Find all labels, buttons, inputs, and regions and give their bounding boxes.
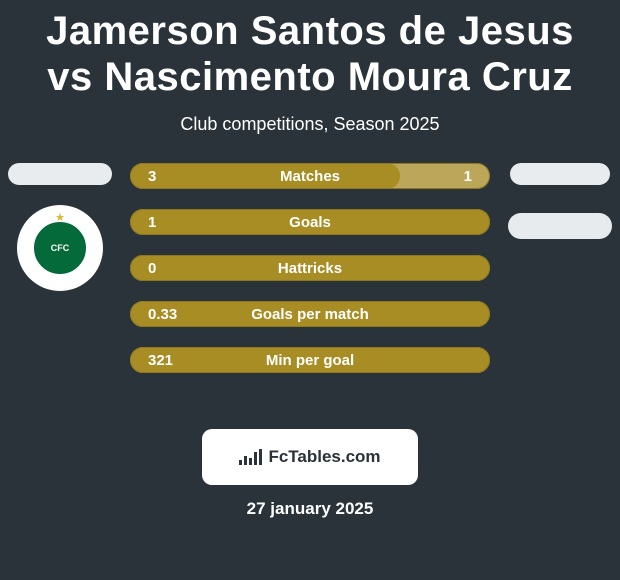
stat-value-left: 3 [148, 168, 198, 185]
stat-label: Hattricks [198, 260, 422, 277]
stats-list: 3Matches11Goals0Hattricks0.33Goals per m… [130, 163, 490, 373]
star-icon: ★ [55, 211, 65, 224]
stat-value-left: 0 [148, 260, 198, 277]
snapshot-date: 27 january 2025 [0, 499, 620, 519]
left-player-column: ★ CFC [0, 163, 120, 291]
right-club-pill [508, 213, 612, 239]
stat-label: Goals per match [198, 306, 422, 323]
stat-value-left: 0.33 [148, 306, 198, 323]
stat-row: 0Hattricks [130, 255, 490, 281]
watermark-text: FcTables.com [268, 447, 380, 467]
stat-row: 1Goals [130, 209, 490, 235]
right-player-column [500, 163, 620, 239]
stat-value-left: 321 [148, 352, 198, 369]
watermark-box: FcTables.com [202, 429, 418, 485]
left-club-badge-inner: CFC [32, 220, 88, 276]
stat-label: Matches [198, 168, 422, 185]
comparison-title: Jamerson Santos de Jesus vs Nascimento M… [0, 0, 620, 100]
stat-label: Min per goal [198, 352, 422, 369]
stat-value-left: 1 [148, 214, 198, 231]
bar-chart-icon [239, 449, 262, 465]
stat-row: 0.33Goals per match [130, 301, 490, 327]
stat-value-right: 1 [422, 168, 472, 185]
stat-label: Goals [198, 214, 422, 231]
comparison-area: ★ CFC 3Matches11Goals0Hattricks0.33Goals… [0, 163, 620, 413]
comparison-subtitle: Club competitions, Season 2025 [0, 114, 620, 135]
stat-row: 3Matches1 [130, 163, 490, 189]
right-player-name-pill [510, 163, 610, 185]
stat-row: 321Min per goal [130, 347, 490, 373]
left-club-badge: ★ CFC [17, 205, 103, 291]
left-player-name-pill [8, 163, 112, 185]
